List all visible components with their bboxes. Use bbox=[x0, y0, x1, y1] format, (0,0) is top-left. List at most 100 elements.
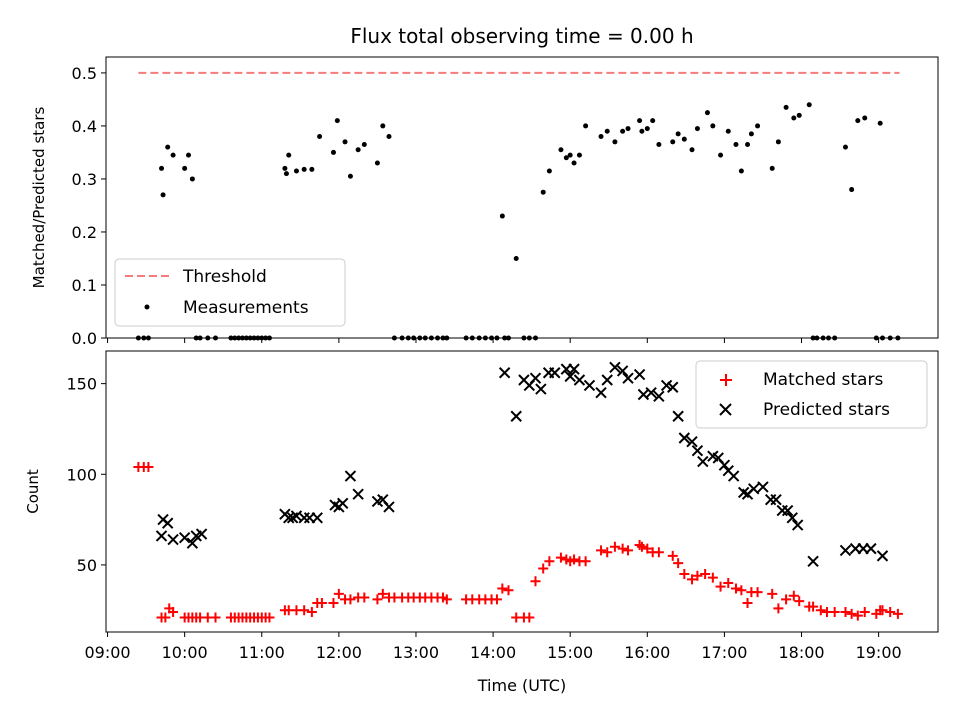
measurement-point bbox=[463, 335, 469, 341]
top-ytick-label: 0.0 bbox=[72, 329, 97, 348]
predicted-point bbox=[178, 532, 191, 544]
matched-point bbox=[372, 594, 383, 605]
measurement-point bbox=[745, 141, 751, 147]
measurement-point bbox=[879, 335, 885, 341]
matched-point bbox=[333, 588, 344, 599]
measurement-point bbox=[417, 335, 423, 341]
measurement-point bbox=[513, 255, 519, 261]
legend-measurements-swatch bbox=[144, 304, 150, 310]
measurement-point bbox=[266, 335, 272, 341]
predicted-point bbox=[583, 379, 596, 392]
measurement-point bbox=[440, 335, 446, 341]
measurement-point bbox=[189, 176, 195, 182]
measurement-point bbox=[502, 335, 508, 341]
predicted-point bbox=[633, 368, 646, 381]
matched-point bbox=[377, 588, 388, 599]
predicted-point bbox=[791, 519, 804, 531]
predicted-point bbox=[573, 374, 586, 386]
matched-point bbox=[634, 539, 645, 550]
matched-point bbox=[653, 547, 664, 558]
predicted-point bbox=[498, 367, 511, 379]
measurement-point bbox=[769, 165, 775, 171]
predicted-point bbox=[601, 374, 613, 386]
matched-point bbox=[602, 547, 613, 558]
matched-point bbox=[359, 592, 370, 603]
measurement-point bbox=[832, 335, 838, 341]
top-yticks: 0.0 0.1 0.2 0.3 0.4 0.5 bbox=[72, 64, 106, 348]
measurement-point bbox=[355, 147, 361, 153]
top-ytick-label: 0.3 bbox=[72, 170, 97, 189]
measurement-point bbox=[205, 335, 211, 341]
matched-point bbox=[707, 572, 718, 583]
predicted-point bbox=[195, 528, 208, 540]
bottom-xtick-label: 19:00 bbox=[856, 643, 902, 662]
matched-point bbox=[642, 543, 653, 554]
measurement-point bbox=[135, 335, 141, 341]
bottom-ytick-label: 50 bbox=[77, 556, 97, 575]
measurement-point bbox=[411, 335, 417, 341]
measurement-point bbox=[212, 335, 218, 341]
measurement-point bbox=[239, 335, 245, 341]
measurement-point bbox=[391, 335, 397, 341]
predicted-point bbox=[678, 432, 691, 444]
measurement-point bbox=[791, 115, 797, 121]
predicted-point bbox=[609, 361, 621, 374]
measurement-point bbox=[521, 335, 527, 341]
bottom-xtick-label: 10:00 bbox=[162, 643, 208, 662]
measurement-point bbox=[567, 152, 573, 158]
measurement-point bbox=[855, 118, 861, 124]
legend-measurements-label: Measurements bbox=[183, 298, 309, 318]
matched-point bbox=[859, 607, 870, 618]
measurement-point bbox=[650, 118, 656, 124]
bottom-ytick-label: 150 bbox=[66, 375, 97, 394]
measurement-point bbox=[469, 335, 475, 341]
predicted-point bbox=[691, 445, 704, 457]
measurement-point bbox=[159, 165, 165, 171]
measurement-point bbox=[694, 126, 700, 132]
measurement-point bbox=[232, 335, 238, 341]
measurement-point bbox=[405, 335, 411, 341]
measurement-point bbox=[814, 335, 820, 341]
measurement-point bbox=[656, 141, 662, 147]
predicted-point bbox=[672, 410, 684, 422]
measurement-point bbox=[259, 335, 265, 341]
matched-point bbox=[846, 608, 857, 619]
measurement-point bbox=[546, 168, 552, 174]
bottom-ylabel: Count bbox=[24, 469, 42, 514]
predicted-point bbox=[697, 455, 709, 468]
matched-point bbox=[715, 581, 726, 592]
bottom-xtick-label: 18:00 bbox=[778, 643, 824, 662]
measurement-point bbox=[842, 144, 848, 150]
bottom-xtick-label: 11:00 bbox=[239, 643, 285, 662]
matched-point bbox=[788, 590, 799, 601]
matched-point bbox=[829, 607, 840, 618]
predicted-point bbox=[757, 481, 769, 493]
matched-point bbox=[636, 541, 647, 552]
matched-point bbox=[609, 541, 620, 552]
matched-point bbox=[752, 587, 763, 598]
predicted-point bbox=[748, 483, 760, 495]
predicted-point bbox=[839, 544, 852, 557]
measurement-point bbox=[725, 128, 731, 134]
bottom-panel: Count Time (UTC) 50 100 150 09:00 10:00 11:0… bbox=[24, 350, 939, 695]
measurement-point bbox=[576, 152, 582, 158]
predicted-point bbox=[383, 501, 395, 513]
measurement-point bbox=[361, 141, 367, 147]
measurement-point bbox=[141, 335, 147, 341]
matched-point bbox=[736, 585, 747, 596]
measurement-point bbox=[895, 335, 901, 341]
matched-point bbox=[503, 585, 514, 596]
measurement-point bbox=[644, 126, 650, 132]
matched-point bbox=[328, 597, 339, 608]
measurement-point bbox=[796, 112, 802, 118]
predicted-point bbox=[311, 512, 323, 524]
predicted-point bbox=[161, 517, 174, 529]
measurement-point bbox=[186, 152, 192, 158]
matched-point bbox=[569, 554, 580, 565]
measurement-point bbox=[476, 335, 482, 341]
matched-point bbox=[580, 556, 591, 567]
matched-point bbox=[316, 597, 327, 608]
measurement-point bbox=[675, 131, 681, 137]
predicted-point bbox=[807, 555, 819, 568]
measurement-point bbox=[877, 120, 883, 126]
